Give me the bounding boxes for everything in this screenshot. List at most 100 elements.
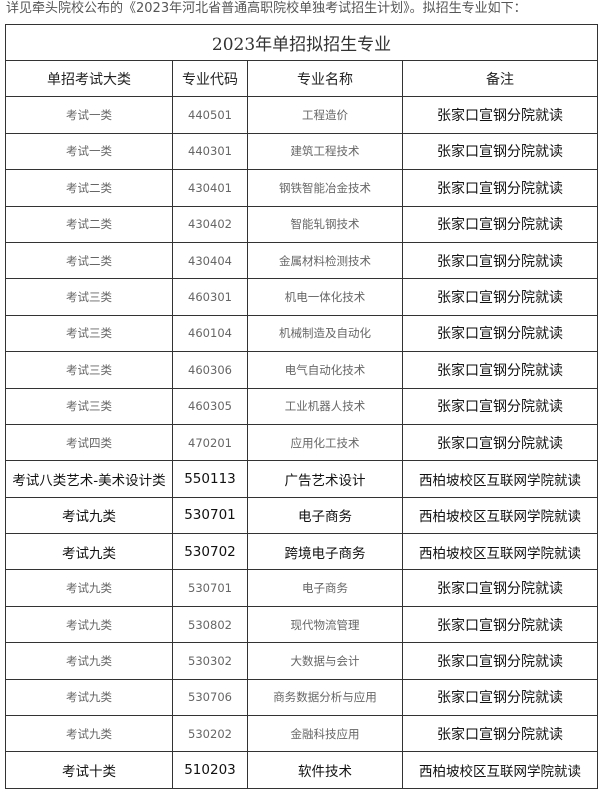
category-cell: 考试三类 <box>5 278 173 316</box>
note-cell: 张家口宣钢分院就读 <box>401 715 599 753</box>
table-row: 考试二类 430402 智能轧钢技术 张家口宣钢分院就读 <box>5 205 599 243</box>
major-name-cell: 电子商务 <box>247 569 403 607</box>
table-row: 考试四类 470201 应用化工技术 张家口宣钢分院就读 <box>5 423 599 462</box>
category-cell: 考试九类 <box>5 569 173 607</box>
table-row: 考试一类 440501 工程造价 张家口宣钢分院就读 <box>5 96 599 134</box>
category-cell: 考试三类 <box>5 351 173 389</box>
note-cell: 张家口宣钢分院就读 <box>401 678 599 717</box>
major-name-cell: 软件技术 <box>247 751 403 789</box>
code-cell: 460301 <box>172 278 248 316</box>
code-cell: 550113 <box>172 460 248 498</box>
code-cell: 460104 <box>172 314 248 353</box>
table-row: 考试三类 460104 机械制造及自动化 张家口宣钢分院就读 <box>5 314 599 353</box>
category-cell: 考试九类 <box>5 642 173 680</box>
code-cell: 530202 <box>172 715 248 753</box>
major-name-cell: 金属材料检测技术 <box>247 241 403 280</box>
category-cell: 考试四类 <box>5 423 173 462</box>
code-cell: 530701 <box>172 569 248 607</box>
table-row: 考试九类 530701 电子商务 张家口宣钢分院就读 <box>5 569 599 607</box>
major-name-cell: 工业机器人技术 <box>247 387 403 425</box>
note-cell: 张家口宣钢分院就读 <box>401 387 599 425</box>
note-cell: 张家口宣钢分院就读 <box>401 132 599 171</box>
table-row: 考试九类 530701 电子商务 西柏坡校区互联网学院就读 <box>5 496 599 535</box>
table-row: 考试三类 460305 工业机器人技术 张家口宣钢分院就读 <box>5 387 599 425</box>
category-cell: 考试九类 <box>5 533 173 571</box>
category-cell: 考试九类 <box>5 678 173 717</box>
category-cell: 考试九类 <box>5 715 173 753</box>
note-cell: 张家口宣钢分院就读 <box>401 205 599 243</box>
table-row: 考试十类 510203 软件技术 西柏坡校区互联网学院就读 <box>5 751 599 789</box>
header-name: 专业名称 <box>247 59 403 98</box>
note-cell: 张家口宣钢分院就读 <box>401 423 599 462</box>
table-title: 2023年单招拟招生专业 <box>4 24 599 61</box>
category-cell: 考试二类 <box>5 205 173 243</box>
header-note: 备注 <box>401 59 599 98</box>
code-cell: 470201 <box>172 423 248 462</box>
note-cell: 张家口宣钢分院就读 <box>401 351 599 389</box>
major-name-cell: 工程造价 <box>247 96 403 134</box>
code-cell: 430402 <box>172 205 248 243</box>
header-code: 专业代码 <box>172 59 248 98</box>
code-cell: 460305 <box>172 387 248 425</box>
table-row: 考试九类 530202 金融科技应用 张家口宣钢分院就读 <box>5 715 599 753</box>
code-cell: 440501 <box>172 96 248 134</box>
header-category: 单招考试大类 <box>5 59 173 98</box>
table-row: 考试三类 460301 机电一体化技术 张家口宣钢分院就读 <box>5 278 599 316</box>
major-name-cell: 电气自动化技术 <box>247 351 403 389</box>
table-row: 考试二类 430401 钢铁智能冶金技术 张家口宣钢分院就读 <box>5 169 599 207</box>
note-cell: 张家口宣钢分院就读 <box>401 642 599 680</box>
category-cell: 考试二类 <box>5 241 173 280</box>
major-name-cell: 大数据与会计 <box>247 642 403 680</box>
note-cell: 张家口宣钢分院就读 <box>401 96 599 134</box>
note-cell: 西柏坡校区互联网学院就读 <box>401 460 599 498</box>
category-cell: 考试八类艺术-美术设计类 <box>5 460 173 498</box>
major-name-cell: 现代物流管理 <box>247 605 403 644</box>
table-row: 考试三类 460306 电气自动化技术 张家口宣钢分院就读 <box>5 351 599 389</box>
category-cell: 考试三类 <box>5 387 173 425</box>
note-cell: 张家口宣钢分院就读 <box>401 605 599 644</box>
code-cell: 460306 <box>172 351 248 389</box>
major-name-cell: 机电一体化技术 <box>247 278 403 316</box>
table-row: 考试八类艺术-美术设计类 550113 广告艺术设计 西柏坡校区互联网学院就读 <box>5 460 599 498</box>
major-name-cell: 跨境电子商务 <box>247 533 403 571</box>
category-cell: 考试九类 <box>5 496 173 535</box>
intro-text: 详见牵头院校公布的《2023年河北省普通高职院校单独考试招生计划》。拟招生专业如… <box>6 1 527 16</box>
category-cell: 考试一类 <box>5 132 173 171</box>
major-name-cell: 广告艺术设计 <box>247 460 403 498</box>
category-cell: 考试二类 <box>5 169 173 207</box>
code-cell: 510203 <box>172 751 248 789</box>
major-name-cell: 商务数据分析与应用 <box>247 678 403 717</box>
category-cell: 考试九类 <box>5 605 173 644</box>
note-cell: 西柏坡校区互联网学院就读 <box>401 496 599 535</box>
major-name-cell: 电子商务 <box>247 496 403 535</box>
code-cell: 430404 <box>172 241 248 280</box>
major-name-cell: 智能轧钢技术 <box>247 205 403 243</box>
code-cell: 530302 <box>172 642 248 680</box>
code-cell: 440301 <box>172 132 248 171</box>
major-name-cell: 机械制造及自动化 <box>247 314 403 353</box>
category-cell: 考试一类 <box>5 96 173 134</box>
note-cell: 西柏坡校区互联网学院就读 <box>401 751 599 789</box>
note-cell: 张家口宣钢分院就读 <box>401 169 599 207</box>
table-row: 考试九类 530802 现代物流管理 张家口宣钢分院就读 <box>5 605 599 644</box>
major-name-cell: 建筑工程技术 <box>247 132 403 171</box>
category-cell: 考试十类 <box>5 751 173 789</box>
code-cell: 530701 <box>172 496 248 535</box>
note-cell: 张家口宣钢分院就读 <box>401 278 599 316</box>
major-name-cell: 钢铁智能冶金技术 <box>247 169 403 207</box>
code-cell: 530706 <box>172 678 248 717</box>
table-row: 考试九类 530706 商务数据分析与应用 张家口宣钢分院就读 <box>5 678 599 717</box>
table-row: 考试九类 530302 大数据与会计 张家口宣钢分院就读 <box>5 642 599 680</box>
major-name-cell: 金融科技应用 <box>247 715 403 753</box>
code-cell: 530702 <box>172 533 248 571</box>
table-row: 考试九类 530702 跨境电子商务 西柏坡校区互联网学院就读 <box>5 533 599 571</box>
major-name-cell: 应用化工技术 <box>247 423 403 462</box>
note-cell: 张家口宣钢分院就读 <box>401 569 599 607</box>
note-cell: 张家口宣钢分院就读 <box>401 241 599 280</box>
code-cell: 530802 <box>172 605 248 644</box>
code-cell: 430401 <box>172 169 248 207</box>
table-row: 考试一类 440301 建筑工程技术 张家口宣钢分院就读 <box>5 132 599 171</box>
note-cell: 张家口宣钢分院就读 <box>401 314 599 353</box>
table-row: 考试二类 430404 金属材料检测技术 张家口宣钢分院就读 <box>5 241 599 280</box>
note-cell: 西柏坡校区互联网学院就读 <box>401 533 599 571</box>
